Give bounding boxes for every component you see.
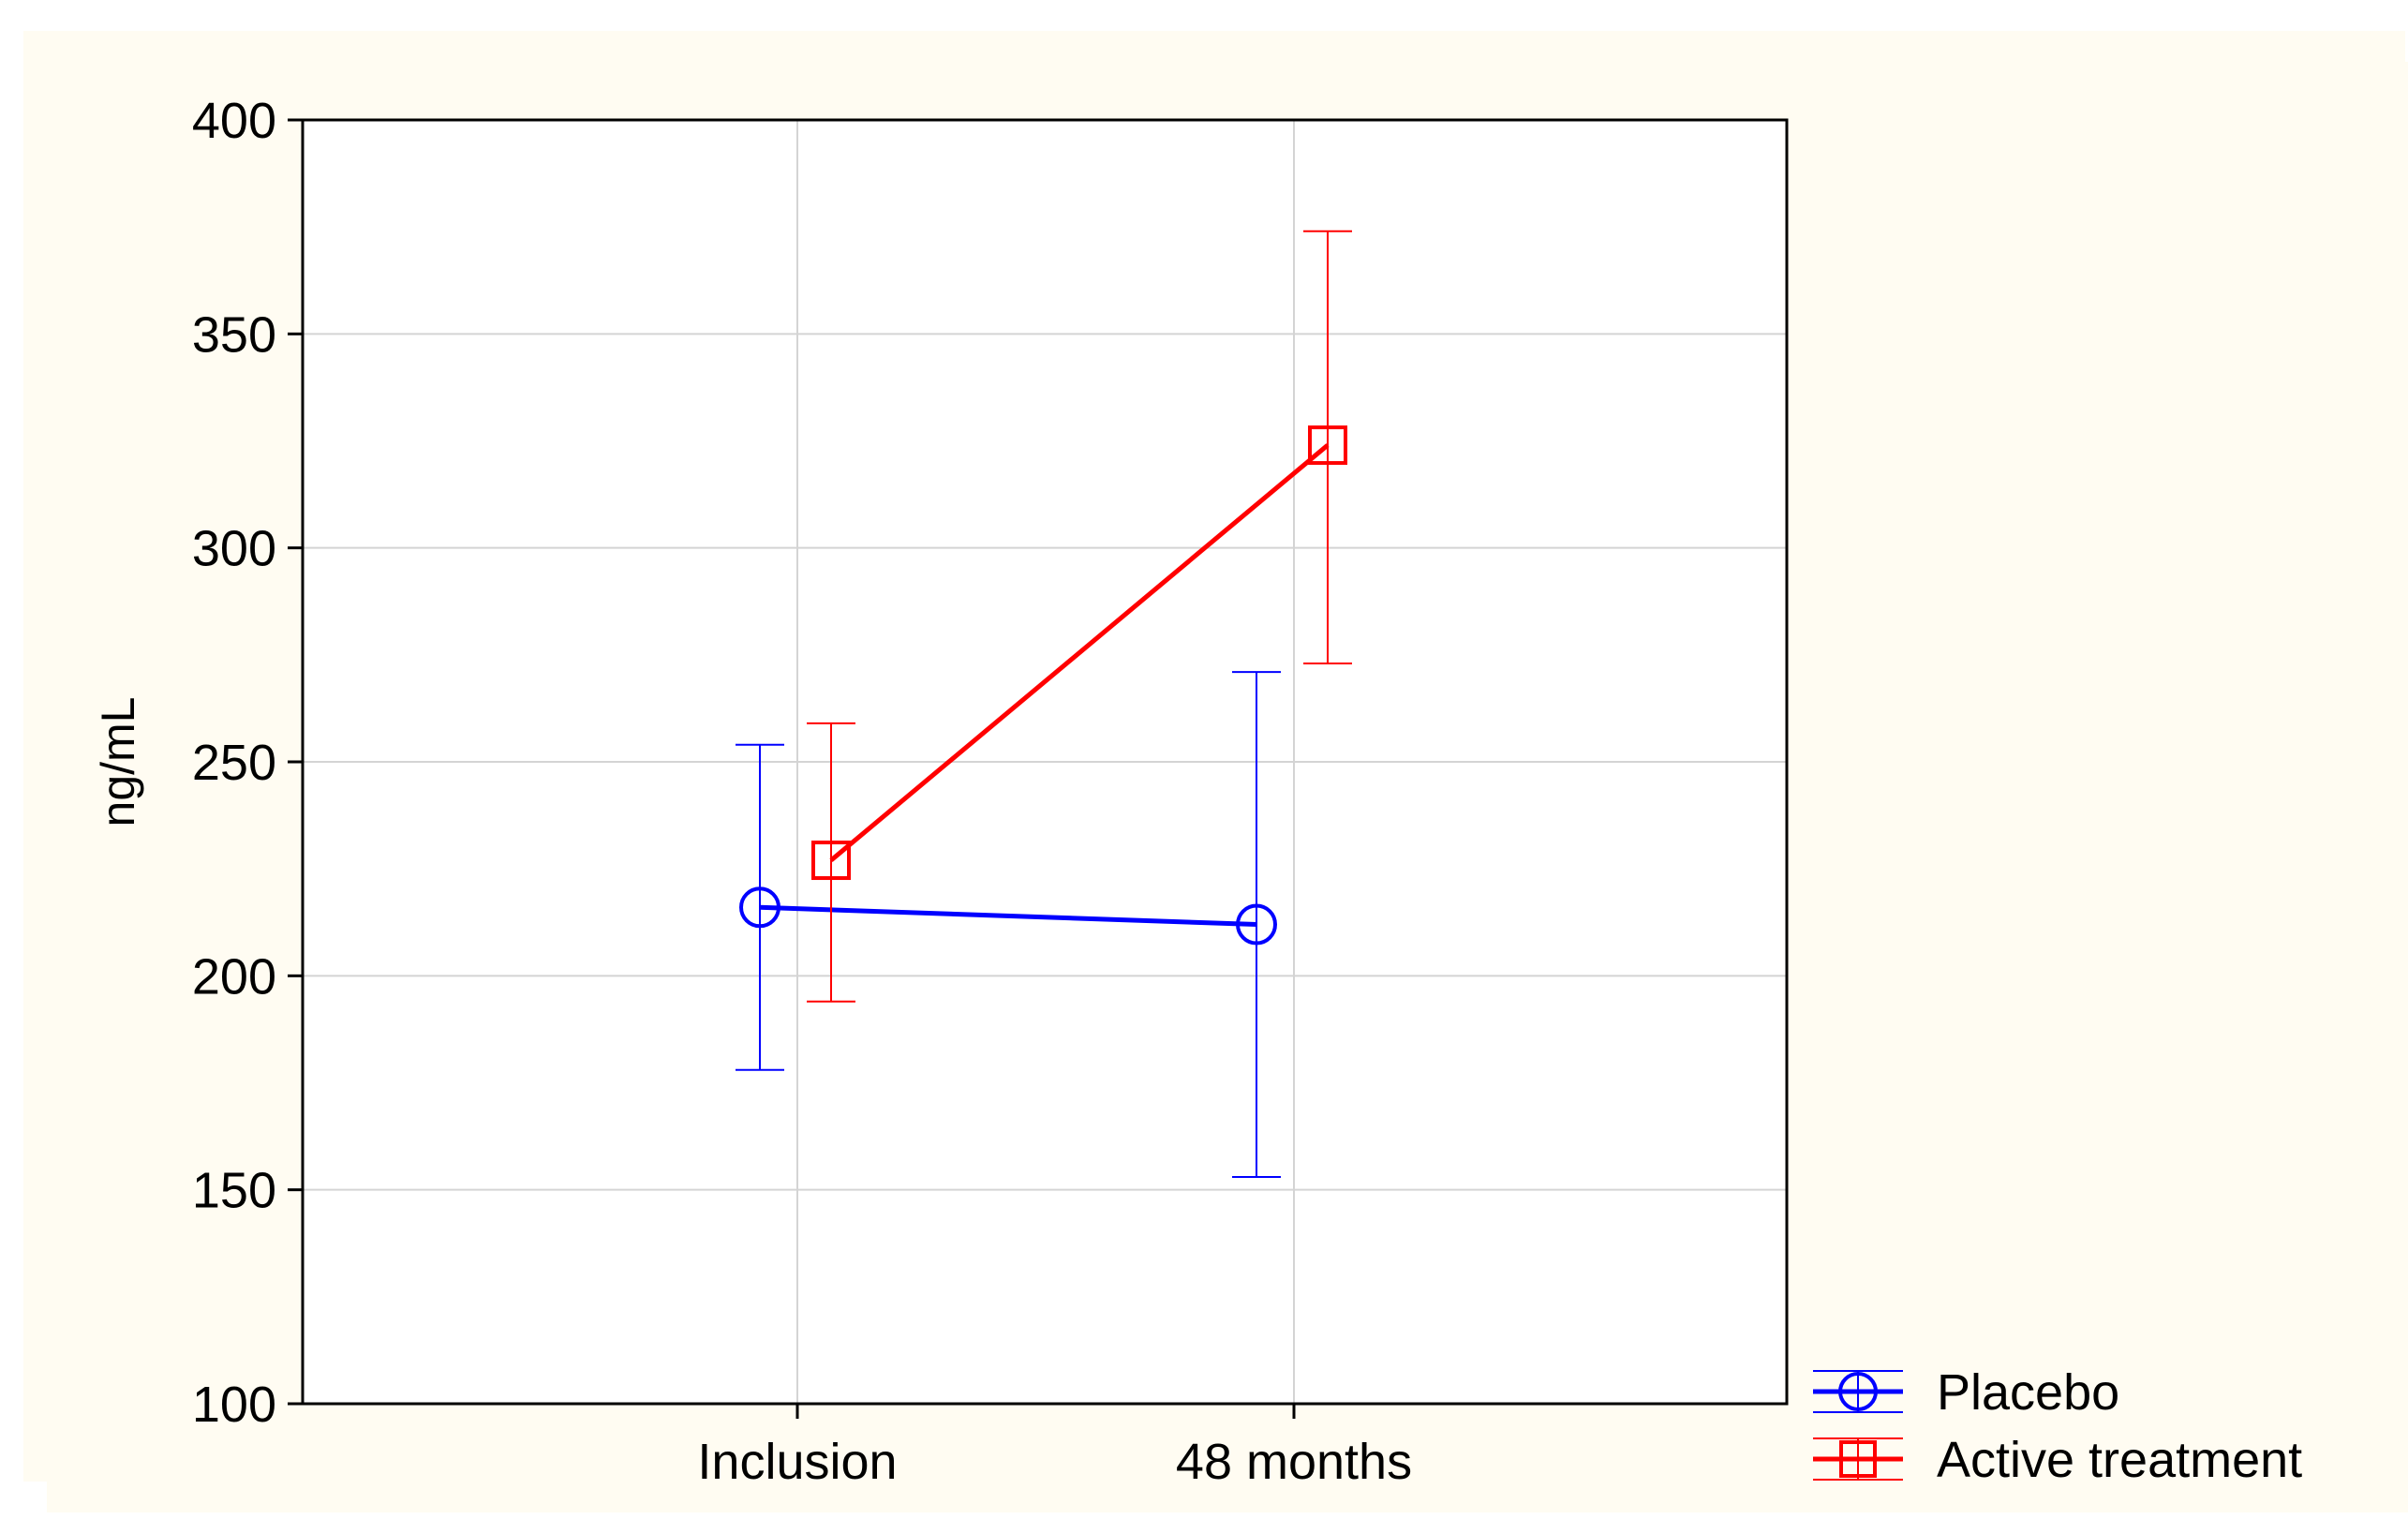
series-line (759, 904, 1257, 928)
data-point-square (1308, 425, 1347, 466)
chart-svg: 100 150 200 250 300 350 400 Inclusion 48 months… (47, 62, 2408, 1512)
y-axis: 100 150 200 250 300 350 400 (192, 93, 303, 1433)
legend-marker-square (1839, 1440, 1877, 1478)
legend: Placebo Active treatment (1813, 1364, 2302, 1488)
x-tick-label: 48 months (1176, 1434, 1412, 1490)
data-point-square (811, 841, 851, 881)
y-tick-label: 200 (192, 948, 276, 1005)
data-point-circle (1236, 903, 1277, 946)
y-tick-label: 400 (192, 93, 276, 149)
chart-figure: 100 150 200 250 300 350 400 Inclusion 48 months… (23, 31, 2408, 1512)
x-axis: Inclusion 48 months (697, 1404, 1412, 1490)
y-tick-label: 300 (192, 521, 276, 577)
y-tick-label: 100 (192, 1377, 276, 1433)
y-axis-label: ng/mL (92, 697, 144, 827)
y-tick-label: 350 (192, 306, 276, 363)
series-0 (736, 671, 1281, 1178)
y-tick-label: 250 (192, 735, 276, 791)
legend-label: Active treatment (1937, 1432, 2302, 1488)
grid-lines (303, 120, 1787, 1404)
legend-item-0: Placebo (1813, 1364, 2119, 1421)
series-line (829, 443, 1330, 862)
legend-label: Placebo (1937, 1364, 2119, 1421)
legend-marker-circle (1838, 1372, 1878, 1411)
series-layer (736, 230, 1352, 1178)
y-tick-label: 150 (192, 1163, 276, 1219)
series-1 (807, 230, 1352, 1003)
x-tick-label: Inclusion (697, 1434, 897, 1490)
legend-item-1: Active treatment (1813, 1432, 2302, 1488)
data-point-circle (739, 886, 780, 929)
